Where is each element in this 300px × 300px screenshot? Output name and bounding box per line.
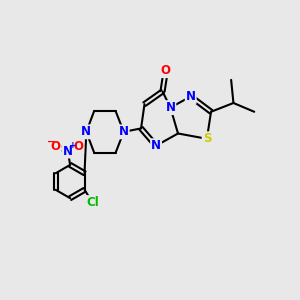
Text: N: N — [186, 90, 196, 103]
Text: O: O — [161, 64, 171, 77]
Text: N: N — [119, 125, 129, 138]
Text: O: O — [51, 140, 61, 153]
Text: N: N — [63, 145, 73, 158]
Text: O: O — [73, 140, 83, 153]
Text: +: + — [69, 142, 77, 151]
Text: N: N — [151, 139, 161, 152]
Text: N: N — [165, 101, 176, 114]
Text: N: N — [81, 125, 91, 138]
Text: Cl: Cl — [86, 196, 99, 209]
Text: −: − — [47, 137, 55, 147]
Text: S: S — [202, 132, 211, 145]
